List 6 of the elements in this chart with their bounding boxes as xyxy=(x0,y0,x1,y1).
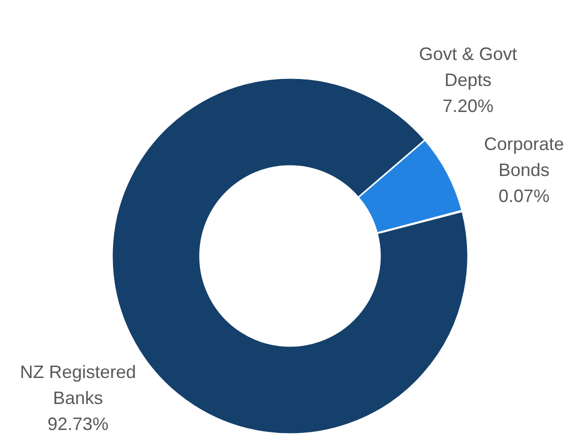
slice-label: Govt & Govt Depts xyxy=(418,44,518,90)
data-label: 0.07% xyxy=(498,186,550,206)
data-label: 92.73% xyxy=(47,414,109,434)
slice-label: Corporate Bonds xyxy=(484,134,564,180)
slice-label: NZ Registered Banks xyxy=(20,362,136,408)
data-label: 7.20% xyxy=(442,96,494,116)
